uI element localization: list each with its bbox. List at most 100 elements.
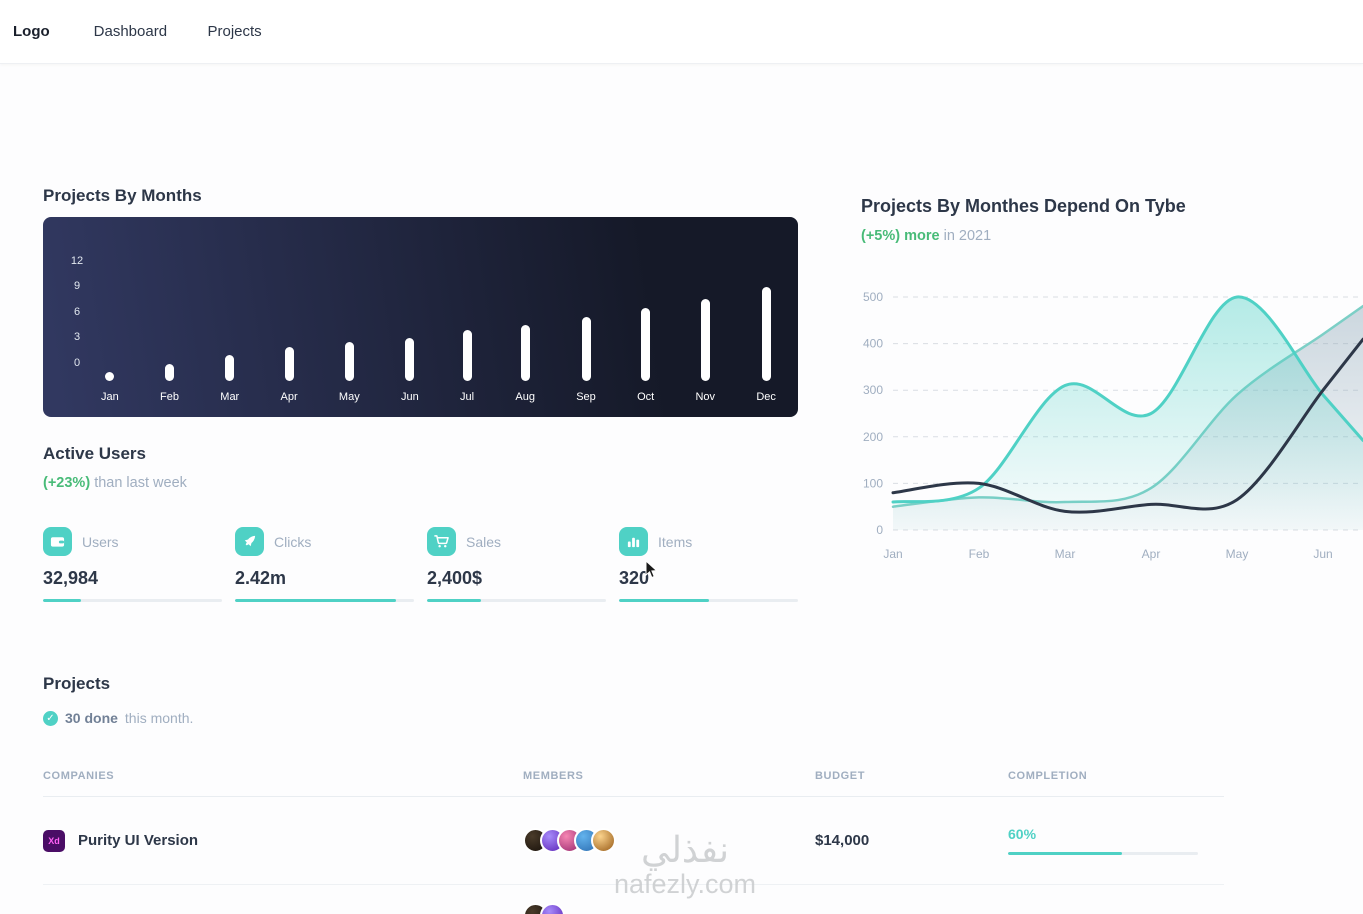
right-column: Projects By Monthes Depend On Tybe (+5%)… [861,196,1363,576]
svg-text:Apr: Apr [1142,547,1161,561]
company-name: Purity UI Version [78,832,199,849]
nav-item-projects[interactable]: Projects [207,22,262,40]
bar-month-label: Feb [160,391,179,403]
completion-track [1008,852,1198,855]
line-chart-delta: (+5%) more [861,228,940,244]
bar [284,346,294,381]
stats-icon [619,527,648,556]
bar-month-label: Mar [220,391,240,403]
bar [344,342,354,381]
active-users-delta-note: than last week [94,475,187,491]
svg-text:0: 0 [876,523,883,537]
bar-chart-y-label: 0 [73,356,81,369]
adobe-xd-icon: Xd [43,829,65,852]
bar-column: Jun [401,251,419,403]
stat-progress-track [235,599,414,602]
svg-text:200: 200 [863,430,883,444]
completion-percent: 60% [1008,826,1037,842]
table-row[interactable]: Xd Purity UI Version $14,000 60% [43,797,1224,885]
bar-chart-card: 12 9 6 3 0 Jan Feb Mar Apr May Jun Jul Aug Sep Oct Nov… [43,217,798,417]
active-users-title: Active Users [43,444,147,463]
column-header-budget: BUDGET [815,770,866,782]
bar-column: Jan [101,251,119,403]
stat-value: 320 [619,568,650,588]
left-column: Projects By Months 12 9 6 3 0 Jan Feb Mar Apr Ma… [43,186,798,602]
bar-month-label: Nov [695,391,716,403]
stat-progress-track [43,599,222,602]
cart-icon [427,527,456,556]
stat-value: 2,400$ [427,568,483,588]
stat-card-users: Users 32,984 [43,527,222,602]
bar-column: Dec [756,251,776,403]
stat-progress-track [619,599,798,602]
bar [761,286,771,381]
svg-text:300: 300 [863,383,883,397]
bar-month-label: Aug [515,391,535,403]
bar-month-label: Jul [460,391,475,403]
rocket-icon [235,527,264,556]
svg-text:400: 400 [863,337,883,351]
bar-month-label: May [338,391,360,403]
main-nav: Dashboard Projects [94,23,298,41]
bar-month-label: Oct [637,391,655,403]
budget-value: $14,000 [815,832,870,849]
nav-item-dashboard[interactable]: Dashboard [93,22,168,40]
member-avatar[interactable] [591,828,616,853]
line-chart-title: Projects By Monthes Depend On Tybe [861,196,1186,216]
bar [405,338,415,381]
stat-progress-fill [427,599,481,602]
bar-column: Mar [220,251,239,403]
projects-done-line: ✓ 30 done this month. [43,710,1224,726]
bar [581,316,591,381]
bar [520,325,530,381]
bar-chart-title: Projects By Months [43,186,202,205]
stat-label: Sales [466,533,502,550]
svg-text:Jun: Jun [1313,547,1332,561]
stats-row: Users 32,984 Clicks 2.42m [43,527,798,602]
svg-text:100: 100 [863,476,883,490]
logo[interactable]: Logo [13,23,50,40]
bar-column: Nov [695,251,715,403]
bar [165,363,175,381]
svg-text:Feb: Feb [969,547,990,561]
bar-month-label: Jan [101,391,119,403]
bar-chart-y-label: 12 [70,255,84,267]
check-circle-icon: ✓ [43,710,58,726]
bar [462,329,472,381]
bar-month-label: Apr [280,391,298,403]
bar [641,308,651,381]
member-avatar[interactable] [540,903,565,914]
projects-done-count: 30 done [65,710,118,726]
bar-column: Aug [515,251,535,403]
mouse-cursor [645,560,658,579]
bar-month-label: Sep [576,391,596,403]
bar-column: May [339,251,360,403]
bar-month-label: Dec [756,391,776,403]
bar [105,372,115,381]
completion-fill [1008,852,1122,855]
table-row-partial[interactable] [43,885,1224,914]
avatar-group-partial [523,903,815,914]
stat-progress-fill [235,599,397,602]
stat-progress-track [427,599,606,602]
company-cell: Xd Purity UI Version [43,829,523,852]
stat-card-clicks: Clicks 2.42m [235,527,414,602]
active-users-subtitle: (+23%) than last week [43,475,798,491]
bar-chart-y-label: 9 [73,280,81,293]
projects-done-note: this month. [124,710,194,726]
column-header-companies: COMPANIES [43,770,115,782]
completion-cell: 60% [1008,826,1224,855]
column-header-members: MEMBERS [523,770,584,782]
svg-text:Mar: Mar [1055,547,1076,561]
svg-text:500: 500 [863,290,883,304]
stat-progress-fill [619,599,709,602]
line-chart-subtitle: (+5%) more in 2021 [861,228,1363,244]
svg-text:Jan: Jan [883,547,902,561]
projects-title: Projects [43,674,111,693]
bar-chart-y-axis: 12 9 6 3 0 [59,249,95,376]
stat-value: 32,984 [43,568,99,588]
column-header-completion: COMPLETION [1008,770,1088,782]
bar-column: Oct [637,251,654,403]
stat-card-sales: Sales 2,400$ [427,527,606,602]
